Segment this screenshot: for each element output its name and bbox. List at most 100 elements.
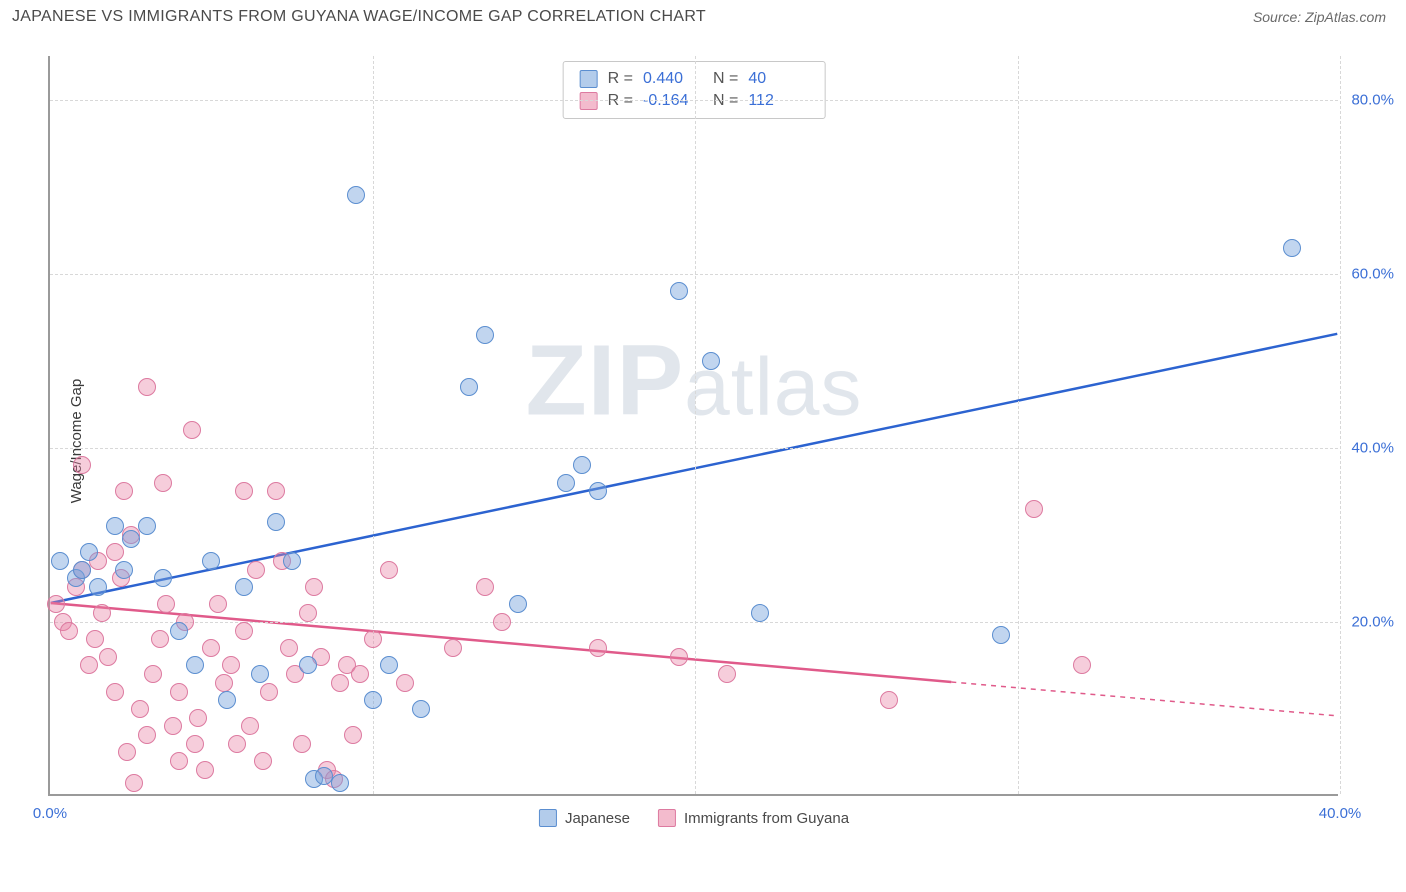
- n-value: 40: [748, 70, 808, 88]
- scatter-point-pink: [196, 761, 214, 779]
- scatter-point-blue: [283, 552, 301, 570]
- n-value: 112: [748, 92, 808, 110]
- legend-label: Japanese: [565, 810, 630, 827]
- scatter-point-blue: [170, 622, 188, 640]
- scatter-point-pink: [202, 639, 220, 657]
- scatter-point-blue: [251, 665, 269, 683]
- xtick-label: 0.0%: [33, 805, 67, 822]
- r-value: -0.164: [643, 92, 703, 110]
- scatter-point-pink: [60, 622, 78, 640]
- scatter-point-pink: [144, 665, 162, 683]
- scatter-point-blue: [122, 530, 140, 548]
- scatter-point-pink: [115, 482, 133, 500]
- scatter-point-blue: [670, 282, 688, 300]
- scatter-point-pink: [589, 639, 607, 657]
- scatter-point-pink: [299, 604, 317, 622]
- scatter-point-pink: [241, 717, 259, 735]
- scatter-point-blue: [1283, 239, 1301, 257]
- scatter-point-pink: [280, 639, 298, 657]
- scatter-point-blue: [186, 656, 204, 674]
- legend-label: Immigrants from Guyana: [684, 810, 849, 827]
- scatter-point-pink: [151, 630, 169, 648]
- scatter-point-pink: [364, 630, 382, 648]
- scatter-point-blue: [89, 578, 107, 596]
- scatter-point-pink: [247, 561, 265, 579]
- scatter-point-pink: [351, 665, 369, 683]
- chart-header: JAPANESE VS IMMIGRANTS FROM GUYANA WAGE/…: [0, 0, 1406, 26]
- gridline-h: [50, 274, 1338, 275]
- gridline-v: [1340, 56, 1341, 794]
- scatter-point-blue: [154, 569, 172, 587]
- scatter-point-blue: [573, 456, 591, 474]
- scatter-point-blue: [589, 482, 607, 500]
- ytick-label: 40.0%: [1351, 439, 1394, 456]
- chart-source: Source: ZipAtlas.com: [1253, 9, 1386, 25]
- scatter-point-blue: [347, 186, 365, 204]
- scatter-point-pink: [222, 656, 240, 674]
- scatter-point-pink: [476, 578, 494, 596]
- scatter-point-pink: [164, 717, 182, 735]
- scatter-point-blue: [751, 604, 769, 622]
- scatter-point-pink: [260, 683, 278, 701]
- trend-lines: [50, 56, 1338, 794]
- scatter-point-pink: [138, 726, 156, 744]
- scatter-point-pink: [47, 595, 65, 613]
- n-label: N =: [713, 92, 738, 110]
- scatter-point-pink: [267, 482, 285, 500]
- scatter-point-pink: [380, 561, 398, 579]
- swatch-pink-icon: [580, 92, 598, 110]
- scatter-point-pink: [186, 735, 204, 753]
- scatter-point-pink: [293, 735, 311, 753]
- r-value: 0.440: [643, 70, 703, 88]
- stats-row-pink: R = -0.164 N = 112: [580, 90, 809, 112]
- watermark: ZIPatlas: [526, 323, 863, 438]
- scatter-point-blue: [702, 352, 720, 370]
- scatter-point-pink: [118, 743, 136, 761]
- scatter-point-pink: [670, 648, 688, 666]
- scatter-point-blue: [412, 700, 430, 718]
- scatter-point-blue: [115, 561, 133, 579]
- source-prefix: Source:: [1253, 9, 1305, 25]
- scatter-point-pink: [189, 709, 207, 727]
- scatter-point-pink: [106, 543, 124, 561]
- scatter-point-pink: [80, 656, 98, 674]
- scatter-point-pink: [228, 735, 246, 753]
- scatter-point-blue: [476, 326, 494, 344]
- scatter-point-pink: [444, 639, 462, 657]
- gridline-v: [695, 56, 696, 794]
- ytick-label: 60.0%: [1351, 265, 1394, 282]
- stats-box: R = 0.440 N = 40 R = -0.164 N = 112: [563, 61, 826, 119]
- scatter-point-blue: [331, 774, 349, 792]
- scatter-point-pink: [73, 456, 91, 474]
- ytick-label: 20.0%: [1351, 613, 1394, 630]
- scatter-point-blue: [267, 513, 285, 531]
- scatter-point-blue: [73, 561, 91, 579]
- scatter-point-blue: [106, 517, 124, 535]
- scatter-point-pink: [93, 604, 111, 622]
- scatter-point-blue: [218, 691, 236, 709]
- scatter-point-pink: [170, 683, 188, 701]
- r-label: R =: [608, 92, 633, 110]
- gridline-v: [1018, 56, 1019, 794]
- scatter-point-blue: [509, 595, 527, 613]
- scatter-point-blue: [299, 656, 317, 674]
- watermark-big: ZIP: [526, 324, 685, 436]
- scatter-point-blue: [51, 552, 69, 570]
- legend-swatch-blue-icon: [539, 809, 557, 827]
- r-label: R =: [608, 70, 633, 88]
- scatter-point-blue: [138, 517, 156, 535]
- scatter-point-pink: [880, 691, 898, 709]
- scatter-point-blue: [992, 626, 1010, 644]
- chart-container: Wage/Income Gap ZIPatlas R = 0.440 N = 4…: [48, 56, 1388, 826]
- scatter-point-pink: [138, 378, 156, 396]
- scatter-point-pink: [86, 630, 104, 648]
- xtick-label: 40.0%: [1319, 805, 1362, 822]
- scatter-point-pink: [209, 595, 227, 613]
- scatter-point-pink: [1025, 500, 1043, 518]
- scatter-point-pink: [99, 648, 117, 666]
- bottom-legend: Japanese Immigrants from Guyana: [539, 809, 849, 827]
- source-name: ZipAtlas.com: [1305, 9, 1386, 25]
- stats-row-blue: R = 0.440 N = 40: [580, 68, 809, 90]
- scatter-point-pink: [154, 474, 172, 492]
- scatter-point-blue: [364, 691, 382, 709]
